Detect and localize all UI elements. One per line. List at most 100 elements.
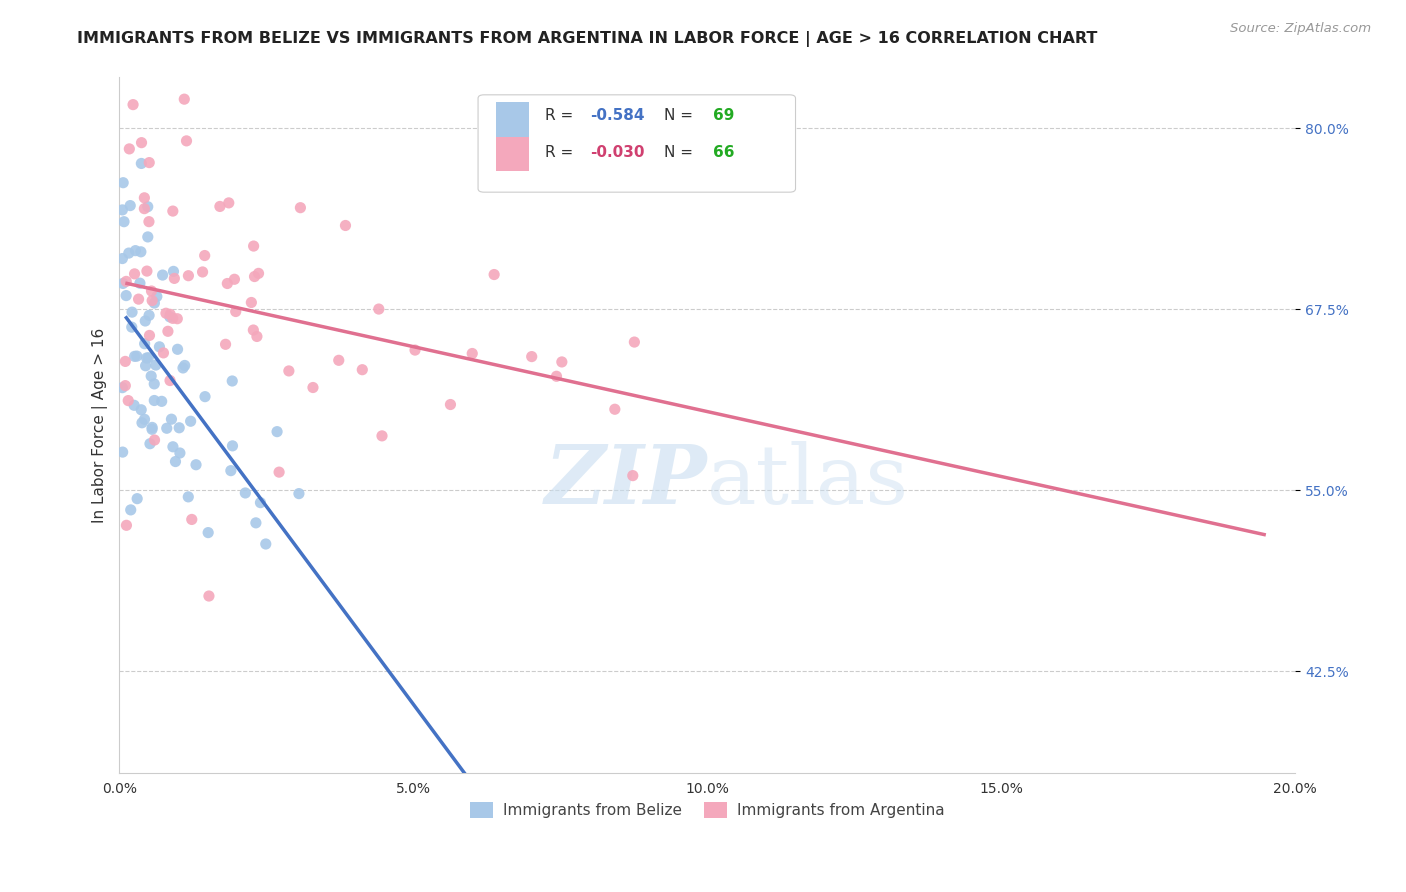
Point (221, 374, 243, 388)
Point (145, 358, 167, 372)
Point (124, 267, 146, 281)
Point (120, 198, 142, 212)
Point (176, 134, 198, 148)
Point (111, 381, 134, 395)
Point (128, 292, 150, 306)
Point (173, 359, 195, 373)
Point (135, 264, 157, 278)
Point (141, 422, 163, 436)
Point (112, 176, 135, 190)
Point (439, 397, 461, 411)
Point (134, 412, 156, 426)
Point (121, 305, 143, 319)
Point (146, 289, 169, 303)
Point (121, 320, 143, 334)
Point (173, 92, 195, 106)
Point (623, 334, 645, 349)
Point (254, 537, 277, 551)
Legend: Immigrants from Belize, Immigrants from Argentina: Immigrants from Belize, Immigrants from … (464, 796, 950, 824)
Point (621, 468, 644, 483)
Point (156, 421, 179, 435)
Point (191, 265, 214, 279)
Text: ZIP: ZIP (544, 441, 707, 521)
Point (138, 155, 160, 169)
Point (266, 425, 288, 439)
Point (165, 454, 187, 468)
Point (136, 230, 159, 244)
Point (152, 346, 174, 360)
Point (159, 374, 181, 388)
Point (166, 311, 188, 326)
Point (461, 346, 484, 360)
Point (138, 214, 160, 228)
Point (162, 440, 184, 454)
Point (134, 336, 156, 351)
Point (118, 246, 141, 260)
Point (159, 310, 181, 324)
Point (180, 414, 202, 428)
Point (197, 525, 219, 540)
Point (214, 337, 236, 351)
Point (302, 380, 325, 394)
Point (156, 324, 179, 338)
Point (243, 269, 266, 284)
Point (118, 142, 141, 156)
Point (114, 354, 136, 368)
Point (120, 503, 142, 517)
Point (551, 355, 574, 369)
Point (115, 518, 138, 533)
Point (111, 445, 134, 459)
Point (114, 378, 136, 392)
Text: 66: 66 (713, 145, 735, 160)
Bar (496, 136, 529, 171)
Point (162, 264, 184, 278)
Point (129, 276, 152, 290)
Text: IMMIGRANTS FROM BELIZE VS IMMIGRANTS FROM ARGENTINA IN LABOR FORCE | AGE > 16 CO: IMMIGRANTS FROM BELIZE VS IMMIGRANTS FRO… (77, 31, 1098, 47)
Point (111, 277, 134, 291)
Point (352, 362, 374, 376)
Point (131, 136, 153, 150)
Point (148, 340, 170, 354)
Point (603, 402, 626, 417)
Point (240, 295, 263, 310)
Point (335, 219, 357, 233)
Point (520, 350, 543, 364)
Point (245, 516, 267, 530)
Point (111, 252, 134, 266)
Point (221, 439, 243, 453)
Point (162, 204, 184, 219)
Point (167, 421, 190, 435)
Bar (496, 102, 529, 136)
Point (288, 486, 311, 500)
Point (208, 199, 231, 213)
Point (127, 491, 149, 506)
Text: Source: ZipAtlas.com: Source: ZipAtlas.com (1230, 22, 1371, 36)
Point (117, 393, 139, 408)
Point (135, 359, 157, 373)
Point (143, 296, 166, 310)
Point (134, 314, 156, 328)
Point (242, 323, 264, 337)
Point (169, 446, 191, 460)
Text: -0.030: -0.030 (589, 145, 644, 160)
Point (138, 351, 160, 365)
Point (115, 274, 138, 288)
Point (122, 97, 145, 112)
Point (233, 486, 256, 500)
FancyBboxPatch shape (478, 95, 796, 192)
Point (246, 329, 269, 343)
Point (177, 490, 200, 504)
Point (367, 301, 389, 316)
Point (247, 266, 270, 280)
Text: N =: N = (664, 145, 697, 160)
Point (217, 277, 239, 291)
Point (218, 195, 240, 210)
Text: N =: N = (664, 108, 697, 123)
Text: R =: R = (546, 108, 578, 123)
Point (134, 191, 156, 205)
Point (290, 201, 312, 215)
Point (125, 349, 148, 363)
Text: R =: R = (546, 145, 578, 160)
Point (172, 360, 194, 375)
Point (129, 244, 152, 259)
